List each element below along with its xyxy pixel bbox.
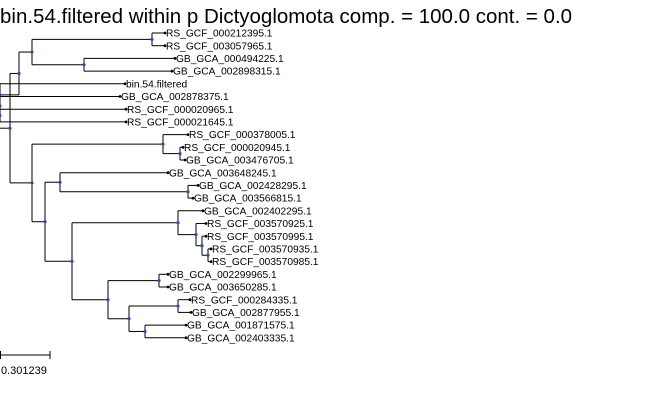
tree-node	[157, 279, 161, 283]
leaf-tip	[209, 260, 213, 263]
leaf-label: GB_GCA_003566815.1	[194, 194, 302, 205]
leaf-tip	[191, 196, 195, 200]
leaf-label: RS_GCF_000020945.1	[184, 143, 291, 154]
leaf-label: RS_GCF_000378005.1	[189, 130, 296, 141]
leaf-label: GB_GCA_002299965.1	[169, 270, 277, 281]
tree-node	[161, 142, 165, 146]
leaf-tip	[188, 298, 192, 302]
page-title: bin.54.filtered within p Dictyoglomota c…	[0, 5, 573, 28]
leaf-label: RS_GCF_000020965.1	[127, 105, 234, 116]
leaf-tip	[170, 69, 174, 73]
leaf-label: GB_GCA_002898315.1	[173, 67, 281, 78]
leaf-tip	[204, 234, 208, 238]
tree-node	[82, 63, 86, 67]
tree-node	[106, 298, 110, 302]
leaf-tip	[166, 171, 170, 175]
tree-node	[70, 259, 74, 263]
leaf-label: GB_GCA_003648245.1	[169, 168, 277, 179]
leaf-label: GB_GCA_003476705.1	[186, 156, 294, 167]
leaf-tip	[201, 209, 205, 213]
tree-node	[186, 190, 190, 194]
leaf-label: GB_GCA_002402295.1	[204, 206, 312, 217]
tree-node	[200, 244, 204, 248]
leaf-tip	[163, 44, 167, 48]
tree-node	[150, 37, 154, 41]
tree-node	[176, 304, 180, 308]
leaf-tip	[189, 311, 193, 314]
leaf-label: RS_GCF_003570985.1	[212, 257, 319, 268]
leaf-label: GB_GCA_002428295.1	[199, 181, 307, 192]
leaf-label: RS_GCF_003570925.1	[207, 219, 314, 230]
tree-node	[30, 181, 34, 185]
tree-node	[143, 329, 147, 334]
leaf-label: RS_GCF_000284335.1	[191, 295, 298, 306]
tree-node	[206, 253, 210, 257]
leaf-label: GB_GCA_000494225.1	[176, 54, 284, 65]
leaf-label: GB_GCA_002877955.1	[192, 308, 300, 319]
tree-node	[0, 113, 2, 118]
tree-node	[0, 104, 2, 108]
tree-node	[30, 50, 34, 54]
tree-node	[127, 317, 131, 321]
tree-node	[58, 180, 62, 184]
leaf-tip	[124, 120, 128, 124]
leaf-label: bin.54.filtered	[126, 79, 187, 90]
leaf-label: RS_GCF_000212395.1	[166, 29, 273, 40]
leaf-label: RS_GCF_003057965.1	[166, 41, 273, 52]
leaf-tip	[196, 184, 200, 187]
tree-leaves: RS_GCF_000212395.1RS_GCF_003057965.1 GB_G…	[118, 29, 319, 344]
scale-bar-label: 0.301239	[1, 365, 47, 377]
tree-node	[178, 152, 182, 156]
leaf-label: RS_GCF_000021645.1	[127, 118, 234, 129]
leaf-tip	[181, 145, 185, 149]
leaf-label: RS_GCF_003570935.1	[212, 245, 319, 256]
leaf-label: GB_GCA_002403335.1	[187, 333, 295, 344]
tree-node	[43, 220, 47, 224]
leaf-tip	[184, 323, 188, 327]
leaf-tip	[186, 133, 190, 137]
leaf-label: GB_GCA_003650285.1	[169, 283, 277, 294]
tree-node	[0, 93, 2, 97]
leaf-tip	[163, 31, 167, 35]
tree-node	[8, 126, 12, 130]
scale-bar: 0.301239	[0, 351, 51, 377]
tree-node	[194, 233, 198, 237]
leaf-tip	[166, 285, 170, 289]
leaf-tip	[204, 222, 208, 225]
leaf-label: GB_GCA_001871575.1	[187, 321, 295, 332]
tree-node	[17, 71, 21, 76]
leaf-label: RS_GCF_003570995.1	[207, 232, 314, 243]
leaf-tip	[173, 57, 177, 60]
tree-nodes	[0, 37, 210, 334]
leaf-tip	[123, 82, 127, 86]
leaf-label: GB_GCA_002878375.1	[121, 92, 229, 103]
leaf-tip	[183, 158, 187, 162]
tree-node	[176, 221, 180, 225]
leaf-tip	[118, 95, 122, 98]
leaf-tip	[124, 107, 128, 111]
leaf-tip	[166, 272, 170, 276]
leaf-tip	[209, 247, 213, 251]
leaf-tip	[184, 336, 188, 340]
